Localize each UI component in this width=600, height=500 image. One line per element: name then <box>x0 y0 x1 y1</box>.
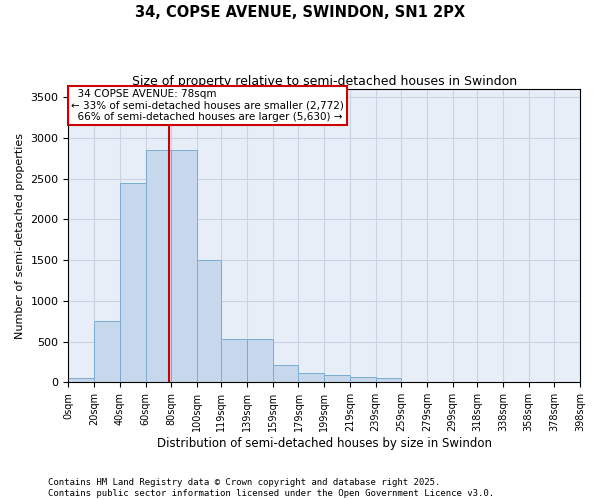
Bar <box>146 150 171 382</box>
Bar <box>324 375 350 382</box>
Text: 34 COPSE AVENUE: 78sqm
← 33% of semi-detached houses are smaller (2,772)
  66% o: 34 COPSE AVENUE: 78sqm ← 33% of semi-det… <box>71 89 344 122</box>
Y-axis label: Number of semi-detached properties: Number of semi-detached properties <box>15 133 25 339</box>
Bar <box>376 378 401 382</box>
Bar <box>94 322 120 382</box>
Bar <box>221 339 247 382</box>
Bar <box>273 365 298 382</box>
Bar <box>247 339 273 382</box>
Text: Contains HM Land Registry data © Crown copyright and database right 2025.
Contai: Contains HM Land Registry data © Crown c… <box>48 478 494 498</box>
Bar <box>171 150 197 382</box>
Bar <box>350 378 376 382</box>
Title: Size of property relative to semi-detached houses in Swindon: Size of property relative to semi-detach… <box>131 75 517 88</box>
Bar <box>120 183 146 382</box>
X-axis label: Distribution of semi-detached houses by size in Swindon: Distribution of semi-detached houses by … <box>157 437 492 450</box>
Bar <box>197 260 221 382</box>
Bar <box>68 378 94 382</box>
Bar <box>298 372 324 382</box>
Text: 34, COPSE AVENUE, SWINDON, SN1 2PX: 34, COPSE AVENUE, SWINDON, SN1 2PX <box>135 5 465 20</box>
